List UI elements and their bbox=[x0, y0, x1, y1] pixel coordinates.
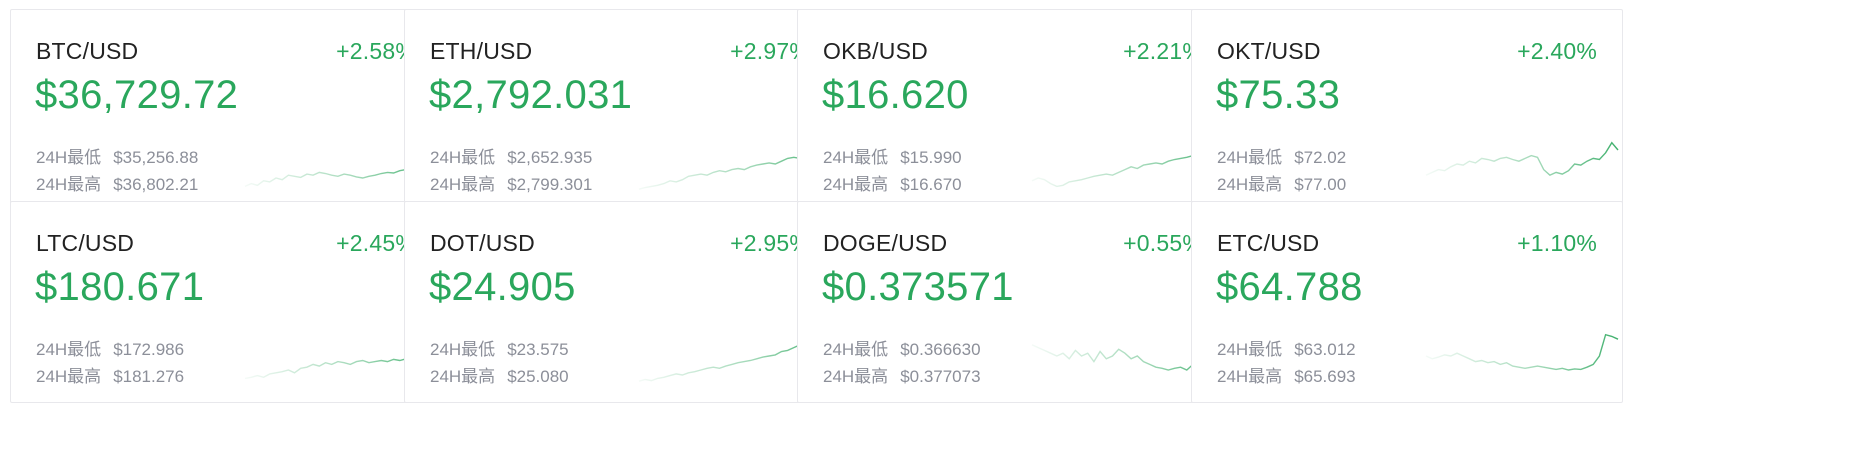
last-price: $180.671 bbox=[35, 265, 205, 309]
ticker-card[interactable]: OKT/USD +2.40% $75.33 24H最低 $72.02 24H最高 $77.0… bbox=[1191, 9, 1623, 211]
high-24h-label: 24H最高 bbox=[430, 175, 496, 194]
high-24h-label: 24H最高 bbox=[823, 367, 889, 386]
high-24h-value: $0.377073 bbox=[900, 367, 981, 386]
low-24h-value: $63.012 bbox=[1294, 340, 1356, 359]
low-24h-value: $35,256.88 bbox=[113, 148, 199, 167]
price-change-percent: +0.55% bbox=[1123, 230, 1203, 256]
high-24h-value: $25.080 bbox=[507, 367, 569, 386]
low-24h-label: 24H最低 bbox=[36, 340, 102, 359]
pair-name: ETC/USD bbox=[1217, 230, 1320, 256]
low-24h-label: 24H最低 bbox=[36, 148, 102, 167]
last-price: $2,792.031 bbox=[429, 73, 633, 117]
low-24h-value: $23.575 bbox=[507, 340, 569, 359]
high-24h-label: 24H最高 bbox=[1217, 175, 1283, 194]
ticker-card[interactable]: DOT/USD +2.95% $24.905 24H最低 $23.575 24H最高 $25… bbox=[404, 201, 836, 403]
ticker-card[interactable]: BTC/USD +2.58% $36,729.72 24H最低 $35,256.88 24… bbox=[10, 9, 442, 211]
sparkline-chart bbox=[1425, 141, 1619, 177]
pair-name: OKB/USD bbox=[823, 38, 928, 64]
high-24h-value: $181.276 bbox=[113, 367, 185, 386]
pair-name: OKT/USD bbox=[1217, 38, 1321, 64]
ticker-card[interactable]: OKB/USD +2.21% $16.620 24H最低 $15.990 24H最高 $16… bbox=[797, 9, 1229, 211]
pair-name: BTC/USD bbox=[36, 38, 139, 64]
ticker-card[interactable]: DOGE/USD +0.55% $0.373571 24H最低 $0.366630 24H… bbox=[797, 201, 1229, 403]
ticker-card[interactable]: ETC/USD +1.10% $64.788 24H最低 $63.012 24H最高 $65… bbox=[1191, 201, 1623, 403]
low-24h: 24H最低 $63.012 bbox=[1217, 335, 1356, 360]
last-price: $36,729.72 bbox=[35, 73, 239, 117]
low-24h: 24H最低 $2,652.935 bbox=[430, 143, 592, 168]
last-price: $64.788 bbox=[1216, 265, 1363, 309]
last-price: $0.373571 bbox=[822, 265, 1014, 309]
pair-name: DOT/USD bbox=[430, 230, 535, 256]
high-24h-label: 24H最高 bbox=[36, 367, 102, 386]
last-price: $24.905 bbox=[429, 265, 576, 309]
low-24h-label: 24H最低 bbox=[430, 340, 496, 359]
high-24h-label: 24H最高 bbox=[430, 367, 496, 386]
high-24h: 24H最高 $36,802.21 bbox=[36, 170, 198, 195]
sparkline-chart bbox=[1425, 333, 1619, 371]
low-24h: 24H最低 $172.986 bbox=[36, 335, 184, 360]
high-24h: 24H最高 $77.00 bbox=[1217, 170, 1346, 195]
high-24h-label: 24H最高 bbox=[823, 175, 889, 194]
low-24h-value: $172.986 bbox=[113, 340, 185, 359]
last-price: $16.620 bbox=[822, 73, 969, 117]
low-24h-label: 24H最低 bbox=[430, 148, 496, 167]
price-change-percent: +2.45% bbox=[336, 230, 416, 256]
pair-name: DOGE/USD bbox=[823, 230, 948, 256]
high-24h-value: $2,799.301 bbox=[507, 175, 593, 194]
high-24h: 24H最高 $0.377073 bbox=[823, 362, 981, 387]
pair-name: ETH/USD bbox=[430, 38, 533, 64]
high-24h-label: 24H最高 bbox=[36, 175, 102, 194]
low-24h-value: $2,652.935 bbox=[507, 148, 593, 167]
ticker-card[interactable]: ETH/USD +2.97% $2,792.031 24H最低 $2,652.935 24… bbox=[404, 9, 836, 211]
sparkline-path bbox=[1425, 333, 1619, 371]
high-24h: 24H最高 $65.693 bbox=[1217, 362, 1356, 387]
high-24h: 24H最高 $2,799.301 bbox=[430, 170, 592, 195]
price-change-percent: +2.97% bbox=[730, 38, 810, 64]
low-24h-label: 24H最低 bbox=[823, 340, 889, 359]
high-24h: 24H最高 $16.670 bbox=[823, 170, 962, 195]
price-change-percent: +2.40% bbox=[1517, 38, 1597, 64]
low-24h-label: 24H最低 bbox=[823, 148, 889, 167]
price-change-percent: +1.10% bbox=[1517, 230, 1597, 256]
low-24h: 24H最低 $35,256.88 bbox=[36, 143, 198, 168]
low-24h-label: 24H最低 bbox=[1217, 340, 1283, 359]
price-change-percent: +2.95% bbox=[730, 230, 810, 256]
low-24h-value: $0.366630 bbox=[900, 340, 981, 359]
high-24h: 24H最高 $181.276 bbox=[36, 362, 184, 387]
high-24h-label: 24H最高 bbox=[1217, 367, 1283, 386]
ticker-card[interactable]: LTC/USD +2.45% $180.671 24H最低 $172.986 24H最高 $… bbox=[10, 201, 442, 403]
sparkline-path bbox=[1425, 141, 1619, 177]
low-24h: 24H最低 $15.990 bbox=[823, 143, 962, 168]
high-24h-value: $16.670 bbox=[900, 175, 962, 194]
low-24h: 24H最低 $0.366630 bbox=[823, 335, 981, 360]
high-24h: 24H最高 $25.080 bbox=[430, 362, 569, 387]
low-24h-label: 24H最低 bbox=[1217, 148, 1283, 167]
pair-name: LTC/USD bbox=[36, 230, 135, 256]
low-24h: 24H最低 $23.575 bbox=[430, 335, 569, 360]
low-24h-value: $15.990 bbox=[900, 148, 962, 167]
price-change-percent: +2.58% bbox=[336, 38, 416, 64]
last-price: $75.33 bbox=[1216, 73, 1341, 117]
high-24h-value: $65.693 bbox=[1294, 367, 1356, 386]
low-24h: 24H最低 $72.02 bbox=[1217, 143, 1346, 168]
low-24h-value: $72.02 bbox=[1294, 148, 1347, 167]
high-24h-value: $77.00 bbox=[1294, 175, 1347, 194]
price-change-percent: +2.21% bbox=[1123, 38, 1203, 64]
high-24h-value: $36,802.21 bbox=[113, 175, 199, 194]
